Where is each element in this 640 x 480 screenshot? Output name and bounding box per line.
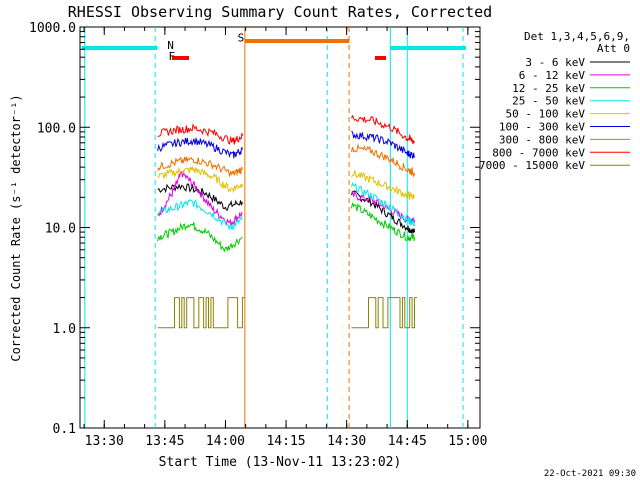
x-tick-label: 14:15 — [266, 434, 305, 449]
x-axis-label: Start Time (13-Nov-11 13:23:02) — [159, 455, 402, 470]
series-line — [157, 137, 243, 159]
series-line — [157, 183, 243, 211]
flag-letter: N — [167, 39, 174, 52]
series-line — [351, 130, 415, 159]
series-line — [157, 199, 243, 231]
x-tick-label: 14:30 — [327, 434, 366, 449]
plot-area — [79, 26, 481, 429]
legend-label: 12 - 25 keV — [512, 82, 585, 95]
legend-header-attenuator: Att 0 — [597, 42, 630, 55]
series-line — [157, 170, 243, 226]
legend-label: 300 - 800 keV — [499, 133, 585, 146]
series-line — [351, 143, 415, 178]
legend-label: 50 - 100 keV — [506, 108, 586, 121]
y-tick-label: 10.0 — [45, 222, 76, 237]
legend-header-detectors: Det 1,3,4,5,6,9, — [524, 30, 630, 43]
y-tick-label: 100.0 — [37, 121, 76, 136]
flag-letter: S — [238, 31, 245, 44]
x-tick-label: 14:45 — [388, 434, 427, 449]
series-lines — [157, 114, 417, 329]
series-line — [157, 222, 243, 253]
y-tick-label: 0.1 — [53, 422, 76, 437]
x-tick-label: 14:00 — [206, 434, 245, 449]
y-tick-label: 1.0 — [53, 322, 76, 337]
x-axis-ticks: 13:30 13:45 14:00 14:15 14:30 14:45 15:00 — [83, 27, 487, 449]
series-line — [351, 190, 415, 235]
series-line — [351, 191, 415, 224]
y-axis-ticks: 0.1 1.0 10.0 100.0 1000.0 — [29, 21, 480, 437]
date-stamp: 22-Oct-2021 09:30 — [544, 469, 636, 479]
series-line — [157, 156, 243, 177]
series-line — [157, 165, 243, 194]
annotations: NF S — [167, 31, 244, 63]
series-line — [157, 297, 245, 329]
legend-label: 25 - 50 keV — [512, 95, 585, 108]
legend-label: 100 - 300 keV — [499, 121, 585, 134]
series-line — [351, 202, 415, 242]
x-tick-label: 13:30 — [85, 434, 124, 449]
y-axis-label: Corrected Count Rate (s⁻¹ detector⁻¹) — [9, 94, 23, 361]
series-line — [157, 123, 243, 145]
x-tick-label: 13:45 — [145, 434, 184, 449]
legend-label: 3 - 6 keV — [525, 56, 585, 69]
series-line — [351, 182, 415, 227]
series-line — [351, 297, 417, 329]
flag-letter: F — [168, 50, 175, 63]
plot-frame — [79, 26, 481, 429]
chart-title: RHESSI Observing Summary Count Rates, Co… — [68, 3, 492, 21]
legend-label: 7000 - 15000 keV — [479, 159, 585, 172]
series-line — [351, 114, 415, 144]
series-line — [351, 170, 415, 201]
y-tick-label: 1000.0 — [29, 21, 76, 36]
legend-label: 800 - 7000 keV — [492, 146, 585, 159]
legend-label: 6 - 12 keV — [519, 69, 586, 82]
x-tick-label: 15:00 — [448, 434, 487, 449]
